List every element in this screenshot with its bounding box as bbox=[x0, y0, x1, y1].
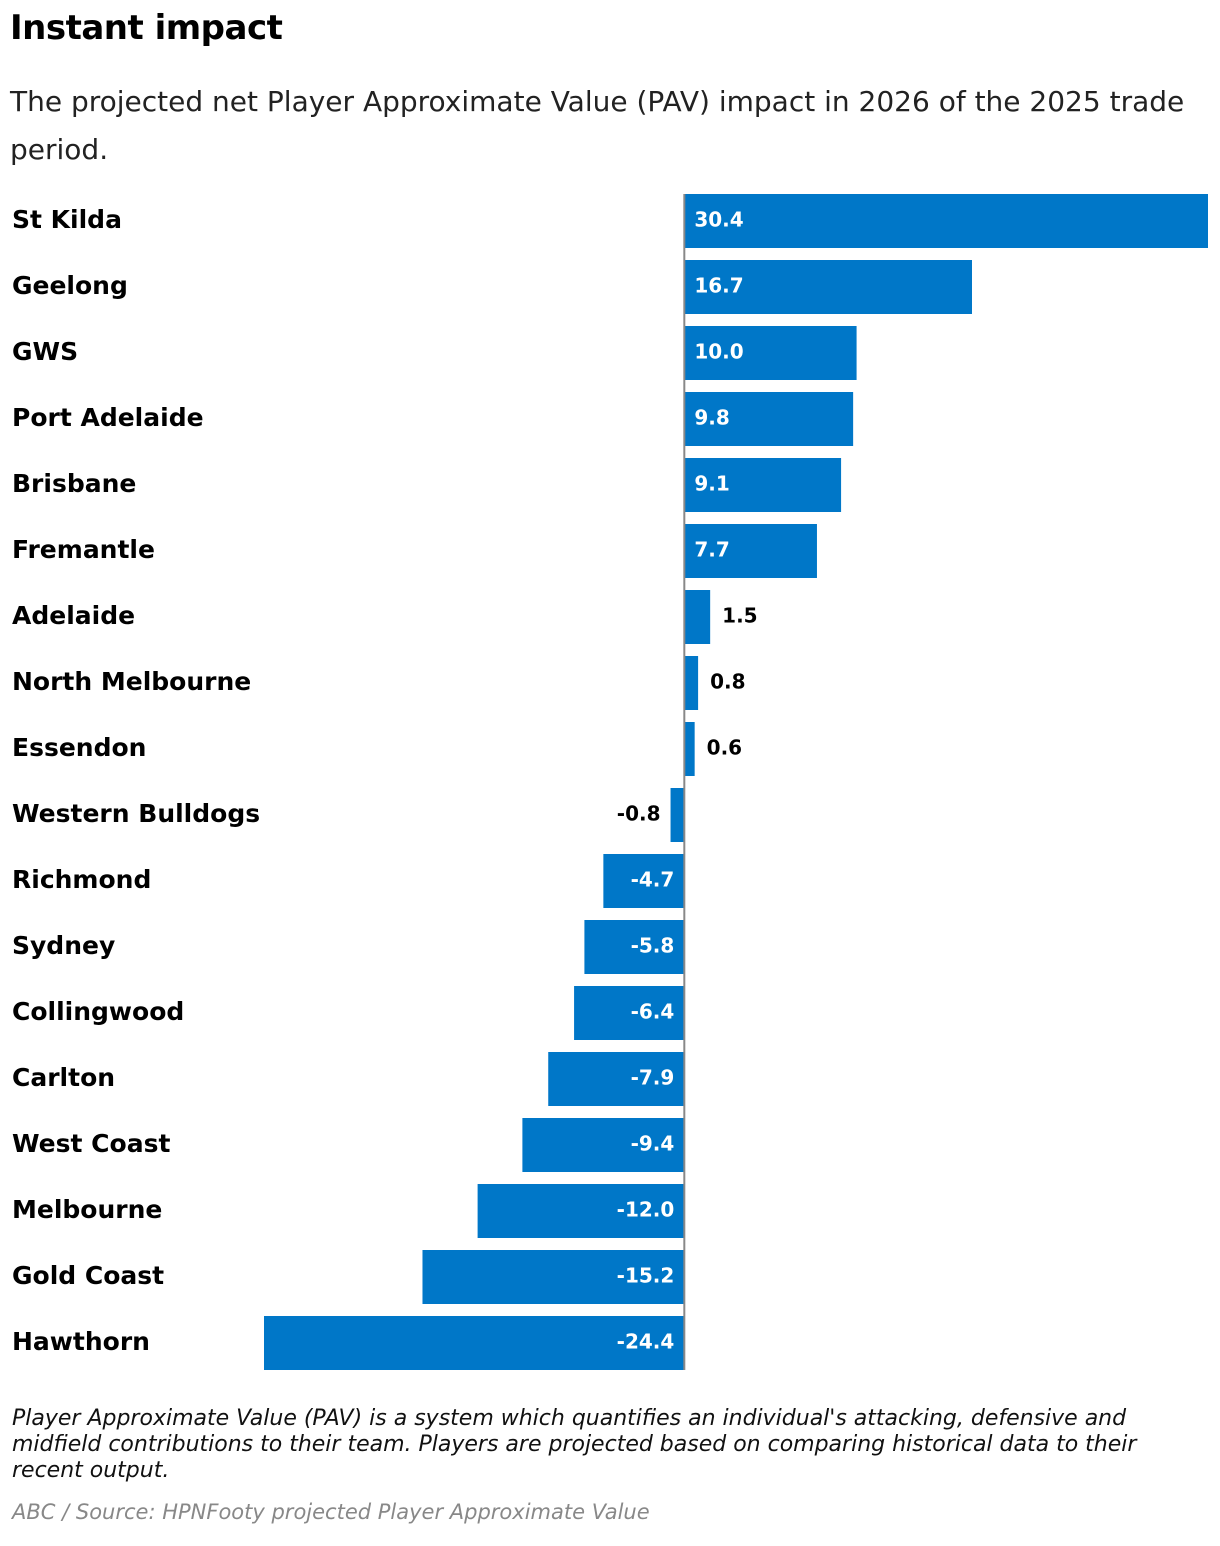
y-tick-label: West Coast bbox=[12, 1129, 170, 1158]
data-label: 0.8 bbox=[710, 670, 745, 694]
y-tick-label: Collingwood bbox=[12, 997, 184, 1026]
bar bbox=[264, 1316, 685, 1370]
data-label: -0.8 bbox=[617, 802, 661, 826]
bar bbox=[548, 1052, 685, 1106]
data-label: 9.1 bbox=[694, 472, 729, 496]
chart-source: ABC / Source: HPNFooty projected Player … bbox=[12, 1500, 650, 1524]
bar bbox=[603, 854, 685, 908]
data-label: -5.8 bbox=[631, 934, 675, 958]
y-tick-label: Fremantle bbox=[12, 535, 155, 564]
bar bbox=[684, 392, 854, 446]
data-label: 10.0 bbox=[694, 340, 743, 364]
bar bbox=[684, 458, 842, 512]
chart-note: Player Approximate Value (PAV) is a syst… bbox=[12, 1406, 1137, 1483]
bar bbox=[684, 524, 817, 578]
y-tick-label: Melbourne bbox=[12, 1195, 162, 1224]
y-tick-label: Western Bulldogs bbox=[12, 799, 260, 828]
y-tick-label: Port Adelaide bbox=[12, 403, 204, 432]
bar bbox=[522, 1118, 685, 1172]
bar bbox=[684, 326, 857, 380]
bar bbox=[584, 920, 685, 974]
y-tick-label: Geelong bbox=[12, 271, 128, 300]
bar bbox=[684, 590, 711, 644]
data-label: 0.6 bbox=[707, 736, 742, 760]
data-label: 16.7 bbox=[694, 274, 743, 298]
y-tick-label: Carlton bbox=[12, 1063, 115, 1092]
data-label: -7.9 bbox=[631, 1066, 675, 1090]
y-tick-label: Richmond bbox=[12, 865, 151, 894]
y-tick-label: Hawthorn bbox=[12, 1327, 150, 1356]
data-label: 1.5 bbox=[722, 604, 757, 628]
data-label: -6.4 bbox=[631, 1000, 675, 1024]
y-tick-label: North Melbourne bbox=[12, 667, 251, 696]
bar bbox=[422, 1250, 685, 1304]
bar bbox=[684, 194, 1208, 248]
data-label: -4.7 bbox=[631, 868, 675, 892]
y-tick-label: GWS bbox=[12, 337, 78, 366]
data-label: -15.2 bbox=[617, 1264, 675, 1288]
y-tick-label: Essendon bbox=[12, 733, 146, 762]
y-tick-label: Gold Coast bbox=[12, 1261, 164, 1290]
data-label: -9.4 bbox=[631, 1132, 675, 1156]
y-tick-label: Sydney bbox=[12, 931, 115, 960]
bar bbox=[670, 788, 685, 842]
chart: St Kilda 30.4 Geelong 16.7 GWS 10.0 Port Adela… bbox=[12, 194, 1208, 1370]
bar bbox=[684, 722, 695, 776]
chart-subtitle: The projected net Player Approximate Val… bbox=[10, 85, 1185, 166]
y-tick-label: St Kilda bbox=[12, 205, 122, 234]
data-label: 30.4 bbox=[694, 208, 743, 232]
data-label: -12.0 bbox=[617, 1198, 675, 1222]
y-tick-label: Brisbane bbox=[12, 469, 136, 498]
bar bbox=[684, 656, 699, 710]
bar bbox=[684, 260, 972, 314]
data-label: 9.8 bbox=[694, 406, 729, 430]
bar bbox=[477, 1184, 685, 1238]
data-label: -24.4 bbox=[617, 1330, 675, 1354]
bar bbox=[574, 986, 685, 1040]
y-tick-label: Adelaide bbox=[12, 601, 135, 630]
data-label: 7.7 bbox=[694, 538, 729, 562]
chart-title: Instant impact bbox=[10, 8, 283, 48]
